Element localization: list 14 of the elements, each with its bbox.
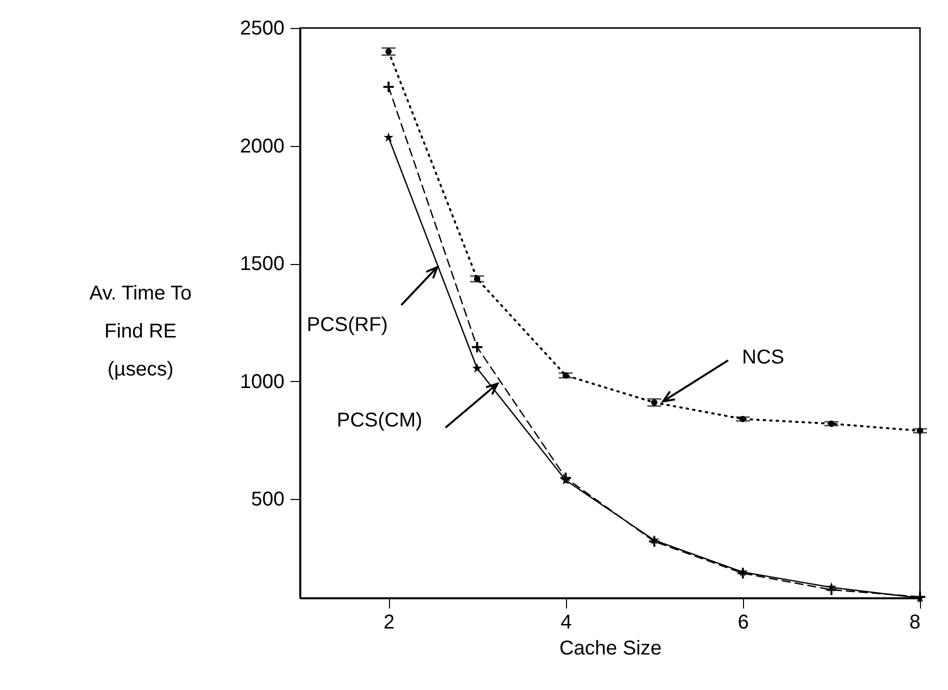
y-tick-label: 1500 [240,253,284,276]
annotation: PCS(RF) [306,314,388,336]
y-tick-label: 1000 [240,370,284,393]
y-tick-label: 500 [251,488,284,511]
x-tick-label: 2 [384,612,395,634]
y-axis-title: Av. Time To Find RE (µsecs) [89,282,192,380]
y-tick-label: 2000 [240,135,284,158]
annotation: NCS [742,346,784,368]
x-tick-label: 6 [738,612,749,634]
y-tick-label: 2500 [240,18,284,40]
annotation: PCS(CM) [336,410,422,432]
x-axis-title: Cache Size [559,638,662,660]
x-tick-label: 8 [909,612,920,634]
x-tick-label: 4 [560,612,572,634]
